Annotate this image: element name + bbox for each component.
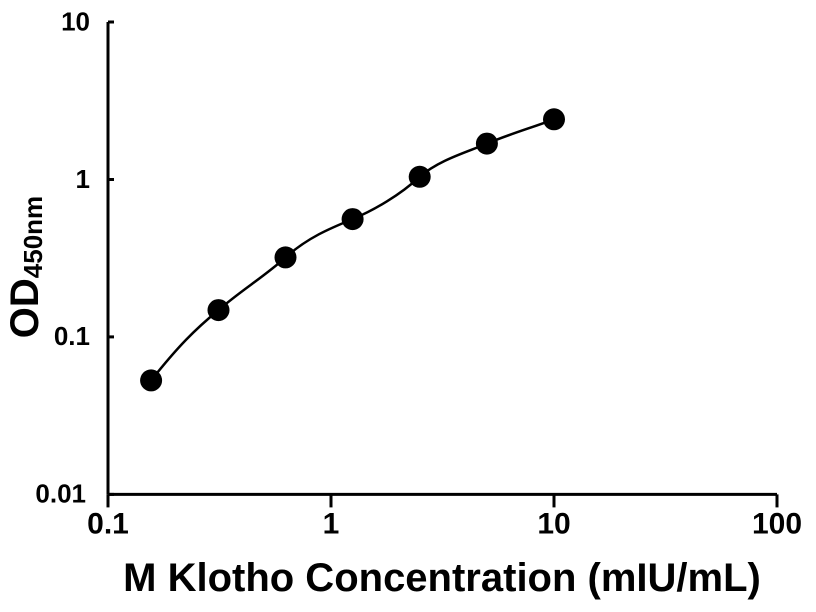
svg-text:1: 1 [76, 164, 90, 194]
svg-text:OD450nm: OD450nm [3, 196, 48, 338]
svg-text:0.1: 0.1 [87, 507, 129, 540]
svg-text:0.01: 0.01 [35, 478, 86, 508]
svg-text:0.1: 0.1 [54, 321, 90, 351]
svg-text:10: 10 [61, 7, 90, 37]
svg-text:100: 100 [752, 507, 802, 540]
svg-text:10: 10 [537, 507, 570, 540]
svg-text:1: 1 [323, 507, 340, 540]
svg-text:M Klotho Concentration (mIU/mL: M Klotho Concentration (mIU/mL) [123, 556, 761, 600]
